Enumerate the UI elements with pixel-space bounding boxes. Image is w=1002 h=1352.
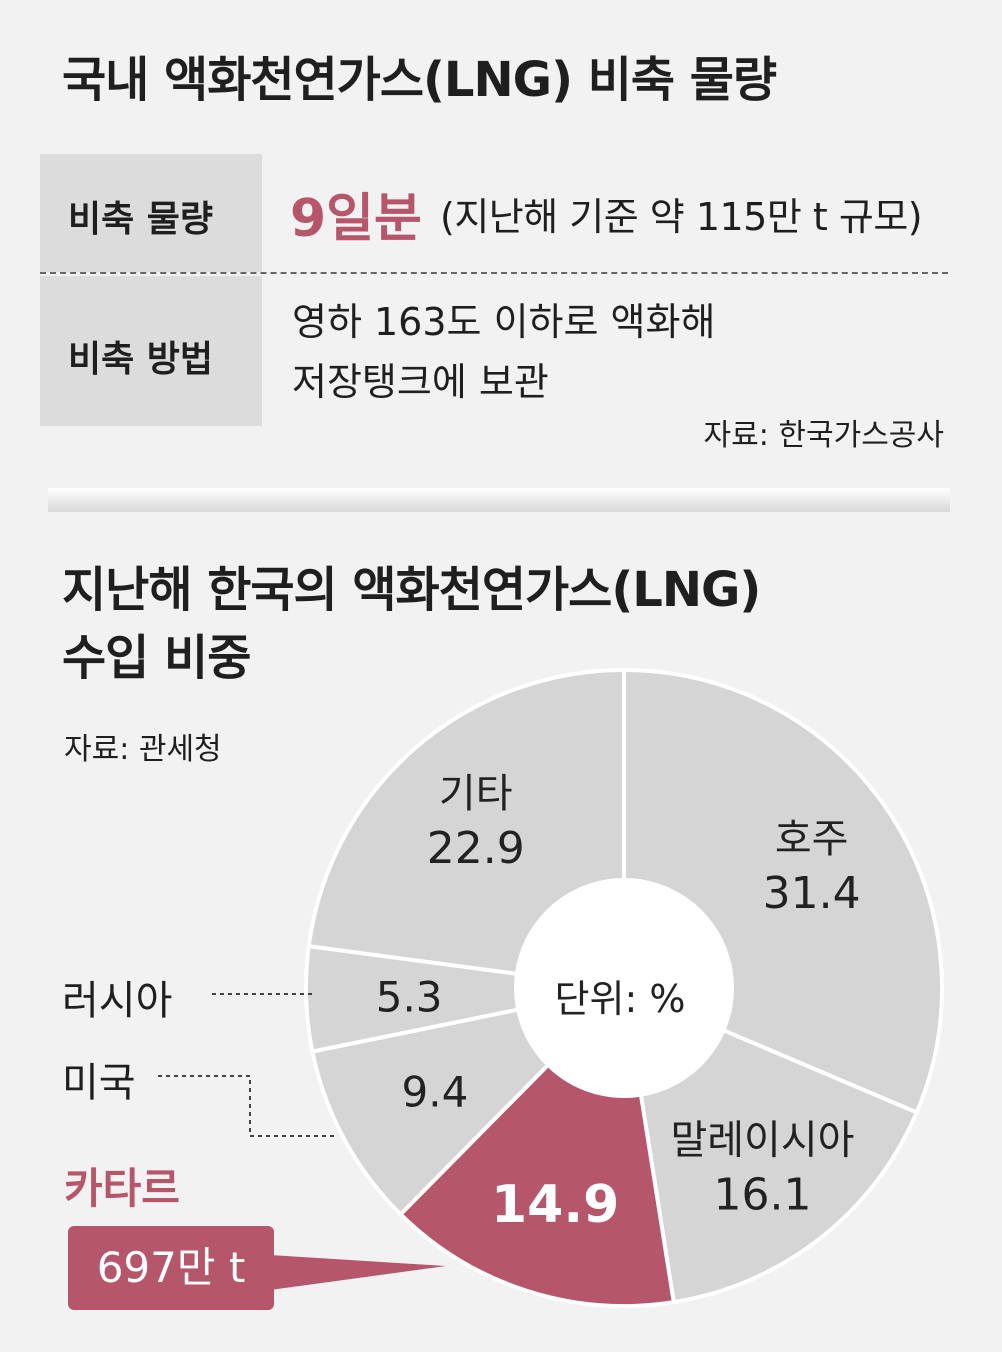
storage-method-line2: 저장탱크에 보관 <box>292 360 549 404</box>
section-divider <box>48 488 950 512</box>
value-label-other: 22.9 <box>427 823 525 874</box>
value-label-russia: 5.3 <box>376 972 443 1021</box>
storage-method-line1: 영하 163도 이하로 액화해 <box>292 300 716 344</box>
chart-title-line2: 수입 비중 <box>62 630 251 686</box>
qatar-label: 카타르 <box>64 1164 180 1213</box>
chart-title: 지난해 한국의 액화천연가스(LNG) 수입 비중 <box>62 556 761 692</box>
value-label-malaysia: 16.1 <box>713 1169 811 1220</box>
row2-label-box <box>40 276 262 426</box>
value-label-qatar: 14.9 <box>491 1175 619 1235</box>
value-label-usa: 9.4 <box>402 1067 469 1116</box>
storage-amount-value: 9일분 <box>290 189 422 249</box>
chart-source: 자료: 관세청 <box>64 732 222 767</box>
value-label-australia: 31.4 <box>763 868 861 919</box>
unit-label: 단위: % <box>555 977 686 1021</box>
name-label-australia: 호주 <box>775 816 849 862</box>
qatar-volume: 697만 t <box>96 1243 246 1292</box>
row-divider <box>40 272 948 274</box>
donut-hole <box>514 878 734 1098</box>
qatar-callout-pointer <box>270 1255 446 1290</box>
storage-method: 영하 163도 이하로 액화해 저장탱크에 보관 <box>292 292 715 412</box>
usa-label: 미국 <box>62 1060 136 1106</box>
usa-leader-line <box>158 1075 338 1137</box>
row2-label: 비축 방법 <box>68 339 214 380</box>
name-label-malaysia: 말레이시아 <box>670 1117 854 1163</box>
slice-other <box>306 667 626 991</box>
russia-label: 러시아 <box>62 978 173 1024</box>
storage-amount-detail: (지난해 기준 약 115만 t 규모) <box>440 195 923 239</box>
info-title: 국내 액화천연가스(LNG) 비축 물량 <box>62 52 777 108</box>
qatar-callout-box <box>68 1226 274 1310</box>
row1-label-box <box>40 154 262 272</box>
chart-title-line1: 지난해 한국의 액화천연가스(LNG) <box>62 562 761 618</box>
info-source: 자료: 한국가스공사 <box>703 418 944 453</box>
name-label-other: 기타 <box>439 771 513 817</box>
row1-label: 비축 물량 <box>68 199 214 240</box>
